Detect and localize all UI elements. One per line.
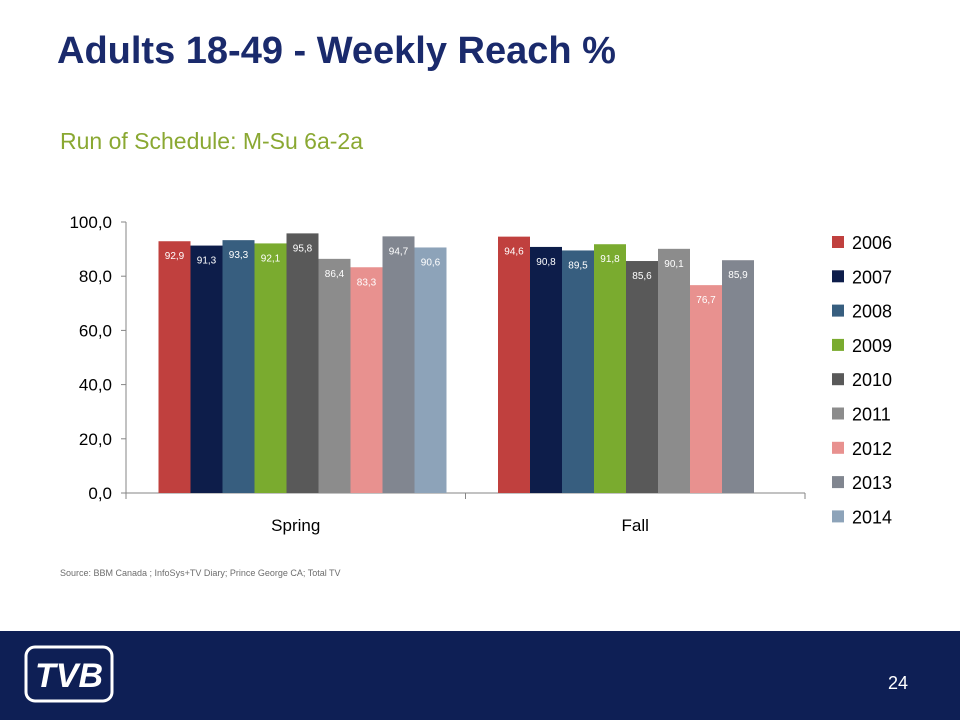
bar bbox=[658, 248, 690, 493]
bar bbox=[690, 285, 722, 493]
legend-label: 2014 bbox=[852, 507, 892, 527]
bar bbox=[286, 233, 319, 493]
tvb-logo: TVB bbox=[24, 645, 114, 703]
legend-label: 2006 bbox=[852, 233, 892, 253]
y-tick-label: 80,0 bbox=[79, 267, 112, 286]
data-label: 92,9 bbox=[165, 251, 185, 262]
data-label: 90,1 bbox=[664, 259, 684, 270]
legend-swatch bbox=[832, 236, 844, 248]
data-label: 86,4 bbox=[325, 269, 345, 280]
legend-swatch bbox=[832, 510, 844, 523]
bar bbox=[626, 261, 658, 493]
data-label: 76,7 bbox=[696, 295, 716, 306]
legend-swatch bbox=[832, 304, 844, 317]
bar bbox=[414, 247, 447, 493]
bar bbox=[530, 246, 562, 493]
page-number: 24 bbox=[887, 673, 908, 693]
y-tick-label: 100,0 bbox=[69, 213, 112, 232]
data-label: 92,1 bbox=[261, 253, 281, 264]
legend-swatch bbox=[832, 407, 844, 420]
legend-swatch bbox=[832, 441, 844, 454]
bar bbox=[254, 243, 287, 493]
data-label: 91,8 bbox=[600, 254, 620, 265]
bar bbox=[498, 236, 530, 493]
bar bbox=[190, 245, 223, 493]
category-label: Spring bbox=[271, 516, 320, 535]
data-label: 85,6 bbox=[632, 271, 652, 282]
data-label: 94,6 bbox=[504, 247, 524, 258]
data-label: 89,5 bbox=[568, 260, 588, 271]
bar bbox=[722, 260, 754, 493]
data-label: 93,3 bbox=[229, 250, 249, 261]
source-note: Source: BBM Canada ; InfoSys+TV Diary; P… bbox=[60, 568, 341, 578]
legend-label: 2007 bbox=[852, 267, 892, 287]
bar bbox=[158, 241, 191, 493]
legend-swatch bbox=[832, 476, 844, 489]
bar bbox=[350, 267, 383, 493]
legend-label: 2013 bbox=[852, 473, 892, 493]
legend-label: 2011 bbox=[852, 405, 891, 425]
legend-label: 2012 bbox=[852, 439, 892, 459]
legend-label: 2008 bbox=[852, 302, 892, 322]
slide-title: Adults 18-49 - Weekly Reach % bbox=[57, 30, 616, 72]
bar-chart: 0,0 20,0 40,0 60,0 80,0 100,0 92,9 91,3 93,3 92,1… bbox=[69, 213, 892, 535]
y-tick-label: 40,0 bbox=[79, 376, 112, 395]
legend-label: 2010 bbox=[852, 370, 892, 390]
bar bbox=[594, 244, 626, 493]
data-label: 85,9 bbox=[728, 270, 748, 281]
legend-swatch bbox=[832, 338, 844, 351]
data-label: 90,6 bbox=[421, 257, 441, 268]
data-label: 91,3 bbox=[197, 256, 217, 267]
category-label: Fall bbox=[622, 516, 649, 535]
bar bbox=[222, 240, 255, 493]
data-label: 94,7 bbox=[389, 246, 409, 257]
y-tick-label: 60,0 bbox=[79, 321, 112, 340]
data-label: 83,3 bbox=[357, 277, 377, 288]
y-tick-label: 0,0 bbox=[88, 484, 112, 503]
legend-label: 2009 bbox=[852, 336, 892, 356]
slide-subtitle: Run of Schedule: M-Su 6a-2a bbox=[60, 128, 364, 154]
y-tick-label: 20,0 bbox=[79, 430, 112, 449]
legend-swatch bbox=[832, 270, 844, 283]
bar bbox=[382, 236, 415, 493]
data-label: 95,8 bbox=[293, 243, 313, 254]
legend-swatch bbox=[832, 373, 844, 386]
bar bbox=[562, 250, 594, 493]
bar bbox=[318, 258, 351, 493]
footer-bar: TVB 24 bbox=[0, 631, 960, 720]
data-label: 90,8 bbox=[536, 257, 556, 268]
svg-text:TVB: TVB bbox=[35, 657, 103, 695]
